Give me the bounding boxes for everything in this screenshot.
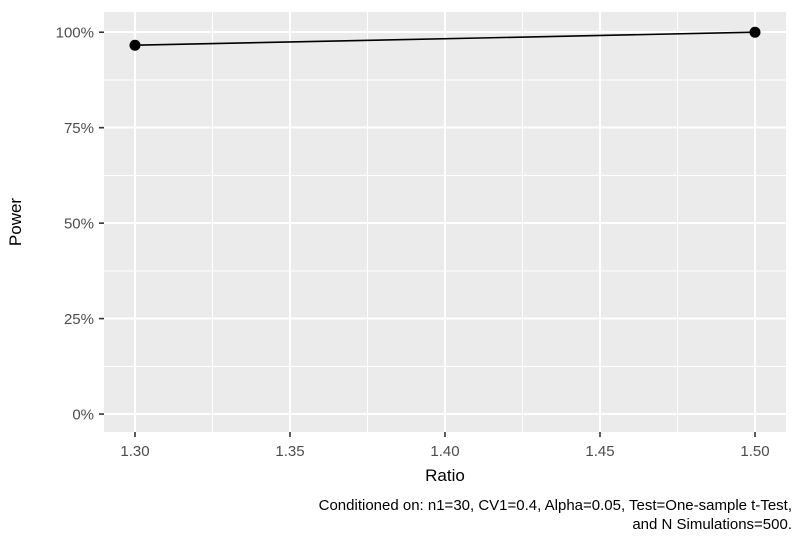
y-tick-label: 25%: [64, 311, 94, 328]
x-axis-title: Ratio: [425, 466, 465, 485]
x-tick-label: 1.45: [585, 443, 614, 460]
x-tick-label: 1.35: [275, 443, 304, 460]
x-tick-label: 1.50: [740, 443, 769, 460]
y-tick-label: 0%: [72, 407, 94, 424]
y-tick-label: 100%: [56, 25, 94, 42]
y-tick-label: 75%: [64, 120, 94, 137]
data-point: [749, 26, 761, 38]
x-tick-label: 1.30: [120, 443, 149, 460]
data-point: [129, 39, 141, 51]
y-axis-title: Power: [6, 197, 25, 247]
caption-line-2: and N Simulations=500.: [632, 516, 792, 533]
plot-caption: Conditioned on: n1=30, CV1=0.4, Alpha=0.…: [92, 496, 792, 534]
series-line: [134, 31, 756, 47]
y-tick-label: 50%: [64, 216, 94, 233]
caption-line-1: Conditioned on: n1=30, CV1=0.4, Alpha=0.…: [318, 497, 792, 514]
x-tick-label: 1.40: [430, 443, 459, 460]
